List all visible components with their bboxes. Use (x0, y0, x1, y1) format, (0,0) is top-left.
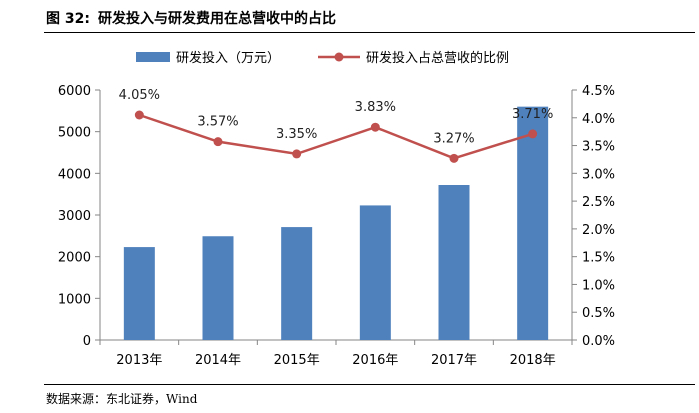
legend-swatch-point (334, 52, 344, 62)
y-left-tick-label: 4000 (58, 167, 91, 182)
y-right-tick-label: 1.5% (582, 251, 615, 266)
y-left-tick-label: 0 (83, 334, 91, 349)
source-note: 数据来源：东北证券，Wind (46, 392, 198, 406)
x-tick-label: 2017年 (431, 353, 477, 368)
data-label: 3.71% (512, 107, 553, 122)
bar (123, 247, 155, 340)
y-right-tick-label: 0.5% (582, 306, 615, 321)
bar (517, 106, 549, 341)
figure-title-text: 研发投入与研发费用在总营收中的占比 (97, 11, 336, 27)
y-right-tick-label: 2.5% (582, 195, 615, 210)
y-right-tick-label: 4.5% (582, 84, 615, 99)
series-line (138, 113, 534, 160)
legend-label-line: 研发投入占总营收的比例 (366, 50, 509, 66)
data-label: 3.35% (276, 127, 317, 142)
x-tick-label: 2018年 (510, 353, 556, 368)
legend-swatch-bar (136, 52, 170, 62)
y-right-tick-label: 2.0% (582, 223, 615, 238)
data-label: 3.57% (197, 115, 238, 130)
figure-title: 图 32: 研发投入与研发费用在总营收中的占比 (46, 8, 336, 28)
line-point (134, 110, 144, 120)
y-right-tick-label: 1.0% (582, 278, 615, 293)
bar (281, 227, 313, 340)
bar (438, 185, 470, 340)
y-left-tick-label: 1000 (58, 292, 91, 307)
data-label: 4.05% (119, 88, 160, 103)
y-left-tick-label: 2000 (58, 251, 91, 266)
y-left-tick-label: 6000 (58, 84, 91, 99)
data-label: 3.27% (433, 131, 474, 146)
line-point (528, 129, 538, 139)
x-tick-label: 2015年 (274, 353, 320, 368)
x-tick-label: 2016年 (352, 353, 398, 368)
y-right-tick-label: 4.0% (582, 112, 615, 127)
top-rule (44, 32, 695, 33)
line-point (370, 122, 380, 132)
y-right-tick-label: 0.0% (582, 334, 615, 349)
y-left-tick-label: 3000 (58, 209, 91, 224)
bar (202, 236, 234, 340)
y-right-tick-label: 3.0% (582, 167, 615, 182)
line-point (292, 149, 302, 159)
data-label: 3.83% (355, 100, 396, 115)
y-right-tick-label: 3.5% (582, 140, 615, 155)
figure-label: 图 32: (46, 11, 90, 27)
bar (359, 205, 391, 340)
bottom-rule (44, 384, 695, 385)
x-tick-label: 2013年 (116, 353, 162, 368)
line-point (449, 153, 459, 163)
line-point (213, 137, 223, 147)
x-tick-label: 2014年 (195, 353, 241, 368)
y-left-tick-label: 5000 (58, 126, 91, 141)
legend-label-bar: 研发投入（万元） (176, 50, 280, 66)
